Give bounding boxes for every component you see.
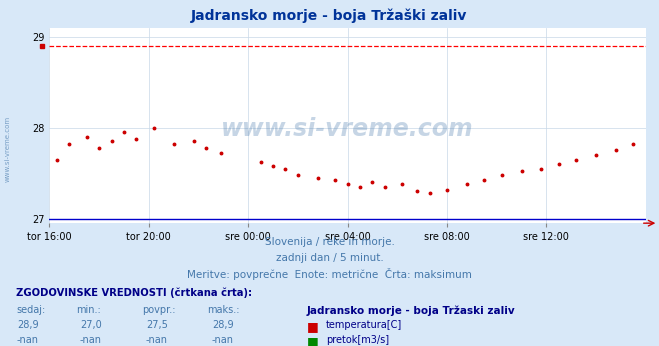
Text: www.si-vreme.com: www.si-vreme.com xyxy=(5,116,11,182)
Text: 28,9: 28,9 xyxy=(17,320,38,330)
Text: ■: ■ xyxy=(306,335,318,346)
Text: maks.:: maks.: xyxy=(208,305,240,315)
Text: 27,0: 27,0 xyxy=(80,320,102,330)
Text: ■: ■ xyxy=(306,320,318,334)
Text: -nan: -nan xyxy=(16,335,39,345)
Text: Jadransko morje - boja Tržaški zaliv: Jadransko morje - boja Tržaški zaliv xyxy=(191,9,468,23)
Text: www.si-vreme.com: www.si-vreme.com xyxy=(221,117,474,141)
Text: povpr.:: povpr.: xyxy=(142,305,175,315)
Text: Jadransko morje - boja Tržaski zaliv: Jadransko morje - boja Tržaski zaliv xyxy=(306,305,515,316)
Text: Meritve: povprečne  Enote: metrične  Črta: maksimum: Meritve: povprečne Enote: metrične Črta:… xyxy=(187,268,472,280)
Text: 28,9: 28,9 xyxy=(212,320,233,330)
Text: min.:: min.: xyxy=(76,305,101,315)
Text: -nan: -nan xyxy=(212,335,234,345)
Text: zadnji dan / 5 minut.: zadnji dan / 5 minut. xyxy=(275,253,384,263)
Text: -nan: -nan xyxy=(80,335,102,345)
Text: sedaj:: sedaj: xyxy=(16,305,45,315)
Text: 27,5: 27,5 xyxy=(146,320,168,330)
Text: -nan: -nan xyxy=(146,335,168,345)
Text: pretok[m3/s]: pretok[m3/s] xyxy=(326,335,389,345)
Text: Slovenija / reke in morje.: Slovenija / reke in morje. xyxy=(264,237,395,247)
Text: ZGODOVINSKE VREDNOSTI (črtkana črta):: ZGODOVINSKE VREDNOSTI (črtkana črta): xyxy=(16,287,252,298)
Text: temperatura[C]: temperatura[C] xyxy=(326,320,403,330)
